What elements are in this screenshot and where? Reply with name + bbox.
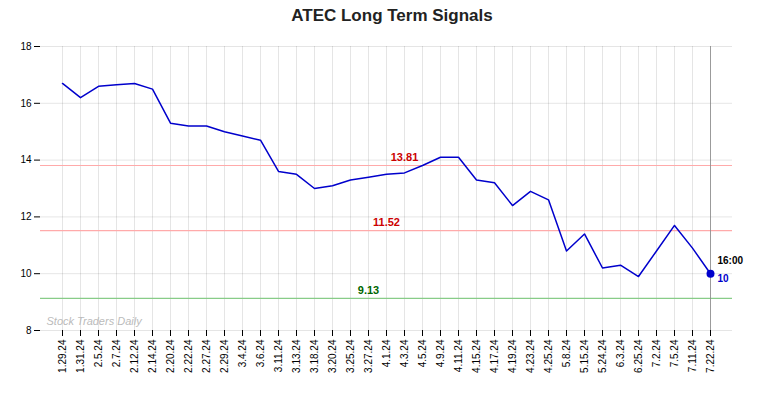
svg-text:7.22.24: 7.22.24 (705, 339, 716, 373)
svg-text:3.25.24: 3.25.24 (345, 339, 356, 373)
svg-text:3.4.24: 3.4.24 (237, 339, 248, 367)
svg-text:7.5.24: 7.5.24 (669, 339, 680, 367)
svg-text:3.20.24: 3.20.24 (327, 339, 338, 373)
svg-text:4.9.24: 4.9.24 (435, 339, 446, 367)
svg-text:13.81: 13.81 (391, 151, 419, 163)
svg-text:6.25.24: 6.25.24 (633, 339, 644, 373)
svg-text:2.20.24: 2.20.24 (165, 339, 176, 373)
svg-text:4.1.24: 4.1.24 (381, 339, 392, 367)
svg-text:2.12.24: 2.12.24 (129, 339, 140, 373)
svg-text:3.27.24: 3.27.24 (363, 339, 374, 373)
svg-text:9.13: 9.13 (358, 284, 379, 296)
svg-text:10: 10 (20, 268, 32, 279)
svg-text:5.24.24: 5.24.24 (597, 339, 608, 373)
svg-text:4.5.24: 4.5.24 (417, 339, 428, 367)
svg-text:14: 14 (20, 154, 32, 165)
svg-text:11.52: 11.52 (373, 216, 400, 228)
svg-text:4.15.24: 4.15.24 (471, 339, 482, 373)
svg-text:Stock Traders Daily: Stock Traders Daily (47, 315, 144, 327)
svg-text:4.19.24: 4.19.24 (507, 339, 518, 373)
svg-text:4.3.24: 4.3.24 (399, 339, 410, 367)
svg-text:5.15.24: 5.15.24 (579, 339, 590, 373)
svg-text:1.29.24: 1.29.24 (57, 339, 68, 373)
svg-text:16:00: 16:00 (718, 255, 744, 266)
svg-text:10: 10 (718, 273, 730, 284)
svg-text:2.14.24: 2.14.24 (147, 339, 158, 373)
svg-text:2.5.24: 2.5.24 (93, 339, 104, 367)
svg-text:4.23.24: 4.23.24 (525, 339, 536, 373)
svg-text:3.11.24: 3.11.24 (273, 339, 284, 372)
svg-text:2.22.24: 2.22.24 (183, 339, 194, 373)
svg-text:12: 12 (20, 211, 32, 222)
svg-text:16: 16 (20, 98, 32, 109)
svg-text:2.29.24: 2.29.24 (219, 339, 230, 373)
svg-text:2.7.24: 2.7.24 (111, 339, 122, 367)
html-text:ATEC Long Term Signals: ATEC Long Term Signals (291, 6, 493, 25)
svg-text:4.11.24: 4.11.24 (453, 339, 464, 372)
svg-text:5.8.24: 5.8.24 (561, 339, 572, 367)
svg-text:4.17.24: 4.17.24 (489, 339, 500, 373)
svg-text:4.25.24: 4.25.24 (543, 339, 554, 373)
svg-text:8: 8 (26, 325, 32, 336)
svg-text:3.6.24: 3.6.24 (255, 339, 266, 367)
svg-text:18: 18 (20, 41, 32, 52)
svg-text:3.13.24: 3.13.24 (291, 339, 302, 373)
svg-text:6.3.24: 6.3.24 (615, 339, 626, 367)
svg-text:1.31.24: 1.31.24 (75, 339, 86, 373)
svg-text:7.2.24: 7.2.24 (651, 339, 662, 367)
svg-text:7.11.24: 7.11.24 (687, 339, 698, 372)
svg-text:2.27.24: 2.27.24 (201, 339, 212, 373)
svg-text:3.18.24: 3.18.24 (309, 339, 320, 373)
